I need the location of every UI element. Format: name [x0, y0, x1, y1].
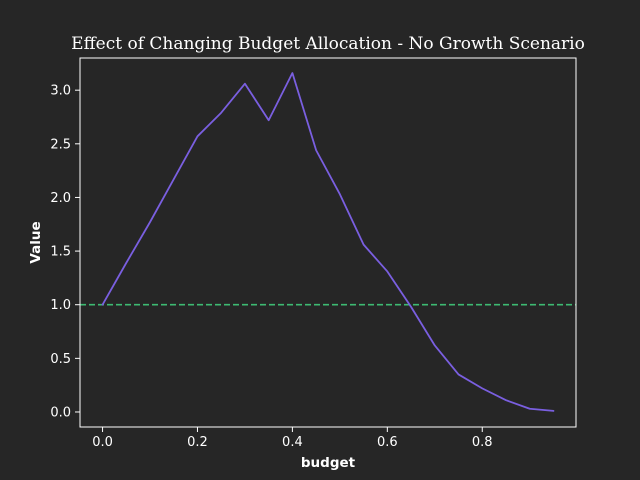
- y-axis-ticks: 0.0 0.5 1.0 1.5 2.0 2.5 3.0: [50, 84, 80, 420]
- plot-area: [80, 72, 576, 412]
- y-tick-label: 2.5: [50, 137, 71, 152]
- y-tick-label: 1.0: [50, 298, 71, 313]
- x-tick-label: 0.6: [377, 435, 398, 450]
- y-axis-label: Value: [28, 221, 44, 263]
- y-tick-label: 1.5: [50, 245, 71, 260]
- chart-title: Effect of Changing Budget Allocation - N…: [71, 34, 585, 54]
- x-tick-label: 0.0: [92, 435, 113, 450]
- y-tick-label: 3.0: [50, 84, 71, 99]
- x-tick-label: 0.2: [187, 435, 208, 450]
- y-tick-label: 0.5: [50, 352, 71, 367]
- y-tick-label: 2.0: [50, 191, 71, 206]
- x-axis-label: budget: [301, 455, 356, 471]
- x-tick-label: 0.8: [472, 435, 493, 450]
- y-tick-label: 0.0: [50, 405, 71, 420]
- x-tick-label: 0.4: [282, 435, 303, 450]
- x-axis-ticks: 0.0 0.2 0.4 0.6 0.8: [92, 427, 493, 450]
- axes-frame: [79, 57, 577, 428]
- series-line: [101, 72, 555, 412]
